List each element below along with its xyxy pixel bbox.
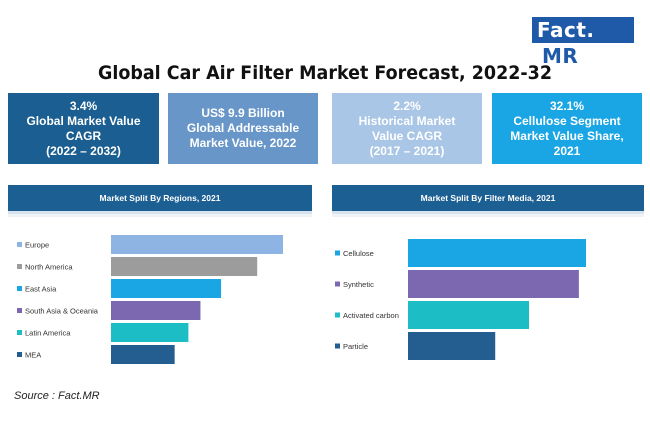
stat-line: US$ 9.9 Billion [201,106,285,120]
stat-line: 3.4% [69,98,98,113]
filter-media-label: Particle [343,342,368,351]
filter-media-label: Synthetic [343,280,374,289]
region-label: Europe [25,241,49,250]
filter-media-chart-title: Market Split By Filter Media, 2021 [332,185,644,211]
region-label: East Asia [25,285,57,294]
region-legend-marker [17,330,22,335]
region-legend-marker [17,264,22,269]
region-label: Latin America [25,329,71,338]
stat-card-historical-cagr: 2.2% Historical Market Value CAGR (2017 … [332,93,482,164]
region-bar [111,279,222,298]
stat-line: CAGR [65,128,102,143]
region-legend-marker [17,308,22,313]
region-bar [111,235,283,254]
stat-line: Market Value Share, [510,128,624,143]
filter-media-legend-marker [335,312,340,318]
stat-line: 2.2% [393,98,421,113]
region-label: MEA [25,351,41,360]
regions-chart-title: Market Split By Regions, 2021 [8,185,312,211]
region-legend-marker [17,352,22,357]
stat-line: Global Addressable [186,121,300,135]
stat-line: Cellulose Segment [513,113,621,128]
region-bar [111,257,258,276]
filter-media-label: Cellulose [343,249,374,258]
region-label: North America [25,263,73,272]
region-bar [111,301,201,320]
brand-separator: . [586,18,595,42]
stat-line: Historical Market [358,113,456,128]
filter-media-legend-marker [335,281,340,287]
region-label: South Asia & Oceania [25,307,99,316]
brand-name: Fact [537,18,587,42]
stat-line: Value CAGR [371,128,443,143]
filter-media-bar [408,239,586,267]
stat-card-market-value: US$ 9.9 Billion Global Addressable Marke… [168,93,318,164]
stat-line: 32.1% [549,98,585,113]
filter-media-bar [408,270,579,298]
filter-media-legend-marker [335,343,340,349]
stat-line: (2022 – 2032) [46,143,121,158]
filter-media-bar [408,332,496,360]
filter-media-bar [408,301,530,329]
stat-line: Global Market Value [26,113,141,128]
stat-line: (2017 – 2021) [369,143,445,158]
page-title: Global Car Air Filter Market Forecast, 2… [98,62,552,84]
region-bar [111,345,175,364]
stat-card-cellulose-share: 32.1% Cellulose Segment Market Value Sha… [492,93,642,164]
brand-logo: Fact.MR [532,17,634,67]
filter-media-legend-marker [335,250,340,256]
region-legend-marker [17,242,22,247]
stat-line: 2021 [553,143,581,158]
region-bar [111,323,189,342]
filter-media-label: Activated carbon [343,311,399,320]
source-note: Source : Fact.MR [14,390,100,402]
brand-name-box: MR [539,45,582,67]
stat-line: Market Value, 2022 [189,136,297,150]
region-legend-marker [17,286,22,291]
stat-card-cagr: 3.4% Global Market Value CAGR (2022 – 20… [8,93,159,164]
